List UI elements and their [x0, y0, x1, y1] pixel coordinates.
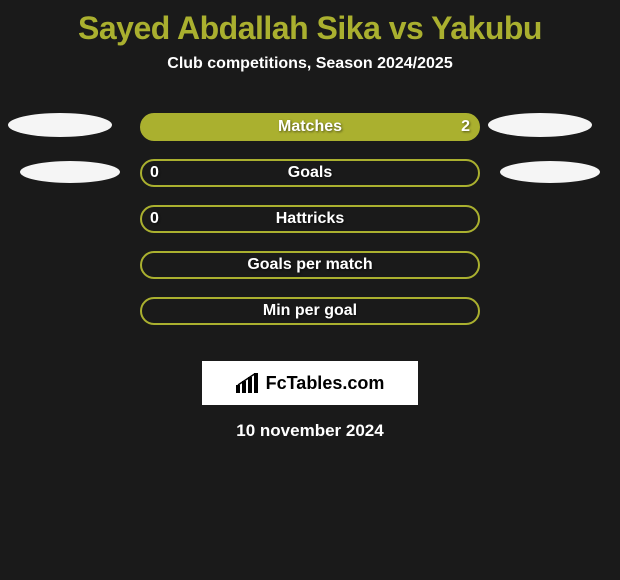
stat-value-right: 2	[140, 113, 470, 141]
stat-row: Min per goal	[0, 297, 620, 343]
chart-icon	[236, 373, 260, 393]
stat-row: Goals0	[0, 159, 620, 205]
stat-value-left: 0	[150, 205, 159, 233]
logo-box: FcTables.com	[202, 361, 418, 405]
logo-text: FcTables.com	[266, 373, 385, 394]
stat-label: Hattricks	[140, 205, 480, 233]
comparison-title: Sayed Abdallah Sika vs Yakubu	[0, 0, 620, 47]
stat-label: Goals	[140, 159, 480, 187]
player-left-blob	[20, 161, 120, 183]
stats-container: Matches2Goals0Hattricks0Goals per matchM…	[0, 113, 620, 343]
stat-label: Goals per match	[140, 251, 480, 279]
snapshot-date: 10 november 2024	[0, 421, 620, 441]
player-right-blob	[488, 113, 592, 137]
stat-row: Hattricks0	[0, 205, 620, 251]
stat-row: Matches2	[0, 113, 620, 159]
stat-label: Min per goal	[140, 297, 480, 325]
comparison-subtitle: Club competitions, Season 2024/2025	[0, 55, 620, 73]
player-right-blob	[500, 161, 600, 183]
stat-value-left: 0	[150, 159, 159, 187]
stat-row: Goals per match	[0, 251, 620, 297]
player-left-blob	[8, 113, 112, 137]
